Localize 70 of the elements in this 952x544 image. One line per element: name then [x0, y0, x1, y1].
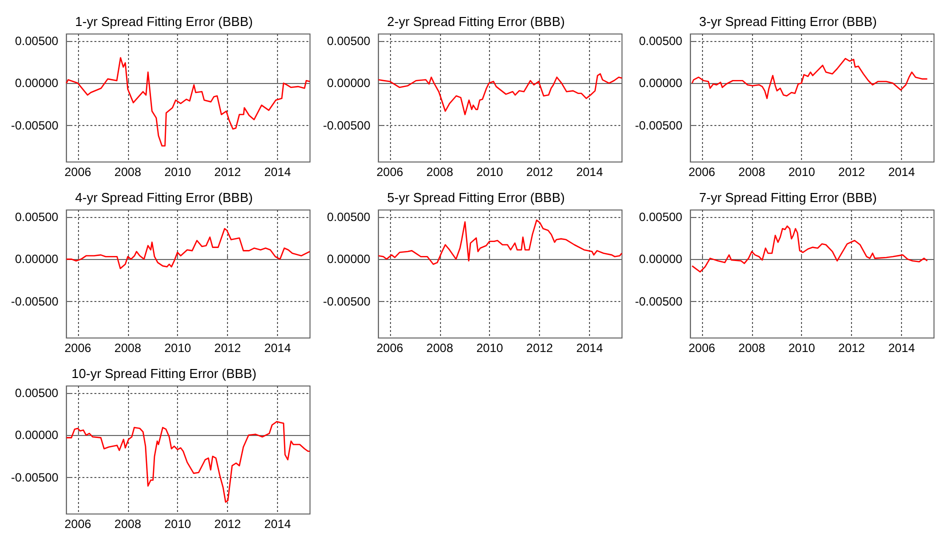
x-tick-label: 2006 [376, 165, 404, 179]
x-tick-label: 2014 [888, 165, 916, 179]
y-tick-label: 0.00500 [638, 34, 683, 48]
x-tick-label: 2012 [526, 165, 554, 179]
chart-title: 5-yr Spread Fitting Error (BBB) [387, 190, 565, 205]
y-tick-label: 0.00500 [638, 210, 683, 224]
chart-title: 10-yr Spread Fitting Error (BBB) [72, 366, 256, 381]
x-tick-label: 2014 [264, 165, 292, 179]
x-tick-label: 2012 [214, 165, 242, 179]
x-tick-label: 2006 [64, 517, 92, 531]
x-tick-label: 2012 [214, 341, 242, 355]
y-tick-label: 0.00500 [326, 34, 371, 48]
x-tick-label: 2008 [114, 165, 142, 179]
line-series [691, 225, 928, 273]
x-tick-label: 2008 [114, 341, 142, 355]
x-tick-label: 2014 [888, 341, 916, 355]
x-tick-label: 2012 [214, 517, 242, 531]
x-tick-label: 2006 [376, 341, 404, 355]
x-tick-label: 2010 [788, 341, 816, 355]
y-tick-label: 0.00000 [326, 252, 371, 266]
line-series [66, 228, 310, 270]
x-tick-label: 2014 [576, 165, 604, 179]
x-tick-label: 2008 [738, 165, 766, 179]
x-tick-label: 2008 [738, 341, 766, 355]
y-tick-label: -0.00500 [11, 118, 59, 133]
y-tick-label: 0.00500 [326, 210, 371, 224]
x-tick-label: 2010 [164, 517, 192, 531]
y-tick-label: 0.00500 [14, 34, 59, 48]
y-tick-label: 0.00500 [14, 210, 59, 224]
chart-title: 3-yr Spread Fitting Error (BBB) [699, 14, 877, 29]
y-tick-label: 0.00000 [14, 428, 59, 442]
x-tick-label: 2010 [476, 165, 504, 179]
y-tick-label: 0.00500 [14, 386, 59, 400]
y-tick-label: -0.00500 [635, 294, 683, 309]
x-tick-label: 2014 [264, 517, 292, 531]
x-tick-label: 2012 [838, 165, 866, 179]
y-tick-label: -0.00500 [11, 470, 59, 485]
x-tick-label: 2008 [426, 165, 454, 179]
x-tick-label: 2010 [788, 165, 816, 179]
x-tick-label: 2008 [114, 517, 142, 531]
y-tick-label: -0.00500 [11, 294, 59, 309]
y-tick-label: 0.00000 [638, 76, 683, 90]
line-series [378, 220, 622, 265]
x-tick-label: 2012 [838, 341, 866, 355]
line-series [378, 73, 623, 116]
x-tick-label: 2006 [688, 341, 716, 355]
x-tick-label: 2006 [64, 341, 92, 355]
x-tick-label: 2014 [576, 341, 604, 355]
x-tick-label: 2014 [264, 341, 292, 355]
y-tick-label: 0.00000 [14, 76, 59, 90]
y-tick-label: -0.00500 [635, 118, 683, 133]
x-tick-label: 2006 [688, 165, 716, 179]
x-tick-label: 2008 [426, 341, 454, 355]
chart-title: 2-yr Spread Fitting Error (BBB) [387, 14, 565, 29]
x-tick-label: 2010 [164, 165, 192, 179]
x-tick-label: 2010 [476, 341, 504, 355]
y-tick-label: 0.00000 [638, 252, 683, 266]
y-tick-label: -0.00500 [323, 294, 371, 309]
y-tick-label: 0.00000 [326, 76, 371, 90]
x-tick-label: 2010 [164, 341, 192, 355]
y-tick-label: 0.00000 [14, 252, 59, 266]
chart-title: 7-yr Spread Fitting Error (BBB) [699, 190, 877, 205]
chart-title: 1-yr Spread Fitting Error (BBB) [75, 14, 253, 29]
line-series [66, 420, 310, 503]
x-tick-label: 2012 [526, 341, 554, 355]
line-series [691, 58, 928, 100]
x-tick-label: 2006 [64, 165, 92, 179]
y-tick-label: -0.00500 [323, 118, 371, 133]
line-series [66, 57, 310, 147]
chart-title: 4-yr Spread Fitting Error (BBB) [75, 190, 253, 205]
